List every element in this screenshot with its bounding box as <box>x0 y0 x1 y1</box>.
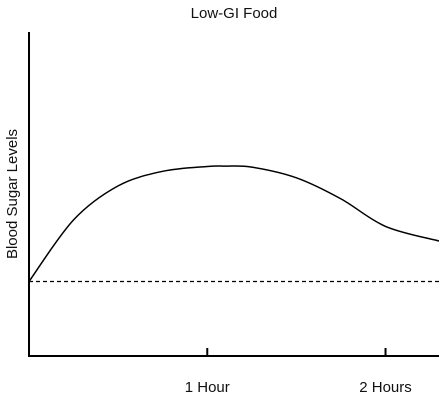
blood-sugar-curve <box>28 165 439 282</box>
x-tick-label-1: 1 Hour <box>185 379 230 396</box>
x-tick-label-2: 2 Hours <box>359 379 412 396</box>
y-axis-label: Blood Sugar Levels <box>4 129 21 259</box>
chart-title: Low-GI Food <box>191 5 278 22</box>
